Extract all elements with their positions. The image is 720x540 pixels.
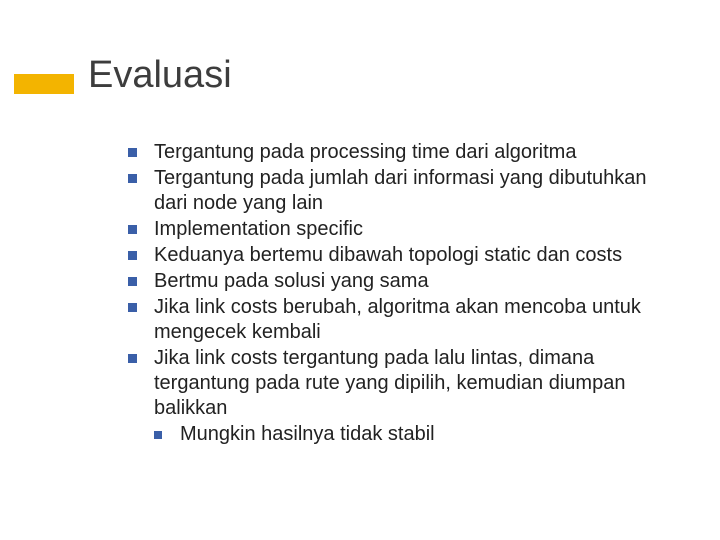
sub-bullet-list: Mungkin hasilnya tidak stabil [154,422,676,447]
sub-bullet-text: Mungkin hasilnya tidak stabil [180,423,435,445]
slide-body: Tergantung pada processing time dari alg… [128,140,676,448]
bullet-item: Bertmu pada solusi yang sama [128,269,676,294]
bullet-item: Tergantung pada jumlah dari informasi ya… [128,166,676,216]
bullet-item: Implementation specific [128,217,676,242]
bullet-text: Tergantung pada jumlah dari informasi ya… [154,167,647,214]
sub-bullet-item: Mungkin hasilnya tidak stabil [154,422,676,447]
square-bullet-icon [128,354,137,363]
title-accent-bar [14,74,74,94]
bullet-text: Tergantung pada processing time dari alg… [154,141,576,163]
bullet-item: Jika link costs berubah, algoritma akan … [128,295,676,345]
square-bullet-icon [128,148,137,157]
bullet-text: Bertmu pada solusi yang sama [154,270,429,292]
bullet-text: Implementation specific [154,218,363,240]
bullet-list: Tergantung pada processing time dari alg… [128,140,676,447]
square-bullet-icon [154,431,162,439]
bullet-item: Jika link costs tergantung pada lalu lin… [128,346,676,447]
square-bullet-icon [128,277,137,286]
bullet-text: Jika link costs tergantung pada lalu lin… [154,347,625,419]
bullet-text: Jika link costs berubah, algoritma akan … [154,296,641,343]
bullet-item: Tergantung pada processing time dari alg… [128,140,676,165]
square-bullet-icon [128,251,137,260]
bullet-text: Keduanya bertemu dibawah topologi static… [154,244,622,266]
square-bullet-icon [128,303,137,312]
square-bullet-icon [128,174,137,183]
square-bullet-icon [128,225,137,234]
slide-title: Evaluasi [88,54,232,97]
slide: Evaluasi Tergantung pada processing time… [0,0,720,540]
bullet-item: Keduanya bertemu dibawah topologi static… [128,243,676,268]
